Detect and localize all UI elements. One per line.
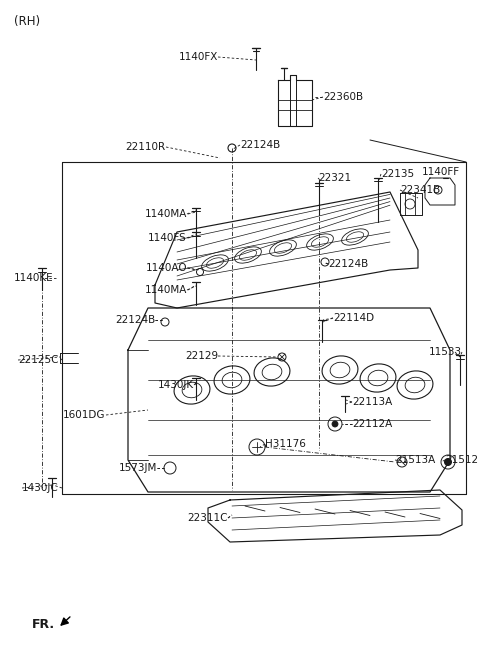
Text: FR.: FR. [32, 619, 55, 632]
Text: 21512: 21512 [445, 455, 478, 465]
Text: 22341B: 22341B [400, 185, 440, 195]
Text: 1140MA: 1140MA [144, 285, 187, 295]
Circle shape [444, 459, 452, 466]
Text: 22129: 22129 [185, 351, 218, 361]
Text: 22321: 22321 [318, 173, 351, 183]
Text: 1140FF: 1140FF [422, 167, 460, 177]
Text: 11533: 11533 [429, 347, 462, 357]
Text: 1140MA: 1140MA [144, 209, 187, 219]
Text: 22125C: 22125C [18, 355, 59, 365]
FancyArrowPatch shape [61, 617, 70, 625]
Text: 22311C: 22311C [188, 513, 228, 523]
Text: 22114D: 22114D [333, 313, 374, 323]
Text: H31176: H31176 [265, 439, 306, 449]
Text: 22124B: 22124B [115, 315, 155, 325]
Text: 22113A: 22113A [352, 397, 392, 407]
Text: 1430JK: 1430JK [158, 380, 194, 390]
Text: 21513A: 21513A [395, 455, 435, 465]
Text: 22360B: 22360B [323, 92, 363, 102]
Text: 22110R: 22110R [125, 142, 165, 152]
Circle shape [332, 421, 338, 427]
Text: 1430JC: 1430JC [22, 483, 59, 493]
Text: 1140FS: 1140FS [148, 233, 187, 243]
Text: 1601DG: 1601DG [62, 410, 105, 420]
Text: 22124B: 22124B [328, 259, 368, 269]
Text: 1573JM: 1573JM [119, 463, 157, 473]
Text: 22135: 22135 [381, 169, 414, 179]
Text: (RH): (RH) [14, 16, 40, 28]
Text: 22124B: 22124B [240, 140, 280, 150]
Text: 22112A: 22112A [352, 419, 392, 429]
Text: 1140KE: 1140KE [14, 273, 54, 283]
Text: 1140AO: 1140AO [145, 263, 187, 273]
Text: 1140FX: 1140FX [179, 52, 218, 62]
